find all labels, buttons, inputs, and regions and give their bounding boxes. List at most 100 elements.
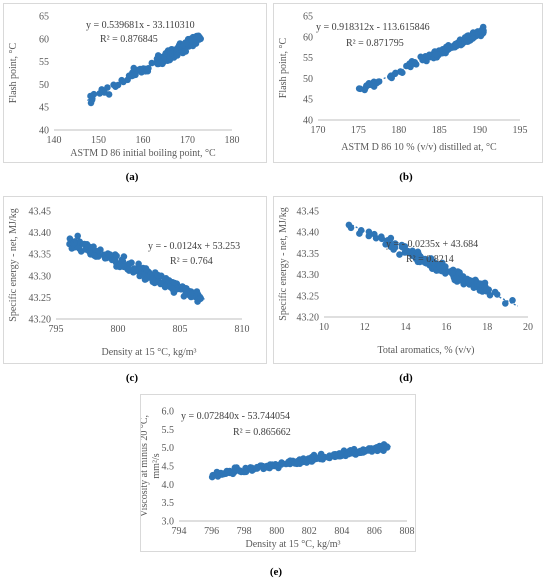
data-point [157,280,164,288]
data-point [355,85,363,92]
trend-line [68,239,206,300]
x-tick-label: 180 [391,125,406,136]
data-point [371,230,378,238]
data-point [485,286,492,293]
x-tick-label: 795 [49,324,64,335]
data-point [268,461,276,468]
x-tick-label: 808 [400,526,415,537]
data-point [135,266,143,273]
y-tick-label: 50 [303,74,313,85]
y-tick-label: 5.0 [162,443,175,454]
y-tick-label: 40 [303,116,313,127]
y-tick-label: 43.45 [29,207,52,218]
x-tick-label: 170 [180,135,195,146]
y-tick-label: 43.30 [29,271,52,282]
x-tick-label: 175 [351,125,366,136]
x-tick-label: 190 [472,125,487,136]
x-tick-label: 170 [311,125,326,136]
chart-panel-b: 170 175 180 185 190 195 40 45 50 55 60 65 ASTM D 86 … [273,3,543,163]
caption-a: (a) [125,171,139,183]
data-point [442,263,449,270]
y-tick-label: 60 [39,34,49,45]
y-tick-label: 55 [39,57,49,68]
chart-svg-e: 794 796 798 800 802 804 806 808 3.0 3.5 4.0 4.5 5.0 5… [141,407,415,551]
data-point [419,56,426,64]
x-tick-label: 798 [237,526,252,537]
chart-svg-d: 10 12 14 16 18 20 43.20 43.25 43.30 43.35 43.40 43.… [278,207,533,357]
data-point [148,59,156,67]
data-point [81,240,88,248]
data-point [174,52,181,59]
x-tick-label: 16 [441,322,451,333]
data-point [169,285,176,293]
x-tick-label: 805 [173,324,188,335]
data-point [399,69,406,76]
data-point [509,297,516,304]
data-point [120,253,128,260]
y-tick-label: 43.25 [297,291,320,302]
chart-panel-d: 10 12 14 16 18 20 43.20 43.25 43.30 43.35 43.40 43.… [273,196,543,364]
x-tick-label: 796 [204,526,219,537]
x-tick-label: 160 [136,135,151,146]
y-tick-label: 43.45 [297,207,320,218]
caption-e: (e) [269,566,283,578]
x-tick-label: 10 [319,322,329,333]
r-squared-label: R² = 0.871795 [346,38,404,49]
y-tick-label: 6.0 [162,407,175,418]
trend-line [348,222,519,307]
data-point [279,460,286,467]
data-point [291,459,299,467]
r-squared-label: R² = 0.876845 [100,34,158,45]
y-tick-label: 43.30 [297,270,320,281]
data-point [378,235,386,243]
x-tick-label: 800 [111,324,126,335]
r-squared-label: R² = 0.865662 [233,427,291,438]
data-point [493,291,501,298]
y-tick-label: 43.40 [29,228,52,239]
data-point [318,454,326,462]
data-point [285,458,292,466]
data-point [421,255,429,263]
data-point [91,252,98,259]
data-point [476,281,483,288]
x-tick-label: 18 [482,322,492,333]
chart-svg-c: 795 800 805 810 43.20 43.25 43.30 43.35 43.40 43.… [8,207,250,359]
y-axis-title: Specific energy - net, MJ/kg [278,207,289,320]
data-point [387,234,395,242]
x-tick-label: 802 [302,526,317,537]
data-point [463,38,471,45]
data-point [432,51,440,58]
x-tick-label: 800 [269,526,284,537]
chart-panel-a: 140 150 160 170 180 40 45 50 55 60 65 ASTM D 86 ini… [3,3,267,163]
y-tick-label: 60 [303,32,313,43]
x-axis-title: Density at 15 °C, kg/m³ [101,347,196,358]
data-point [154,271,162,279]
y-tick-label: 43.35 [29,250,52,261]
y-tick-label: 43.20 [29,315,52,326]
y-tick-label: 3.5 [162,498,175,509]
x-tick-label: 20 [523,322,533,333]
trend-equation: y = - 0.0235x + 43.684 [386,239,478,250]
y-tick-label: 43.25 [29,293,52,304]
y-axis-title: Specific energy - net, MJ/kg [8,208,19,321]
r-squared-label: R² = 0.8214 [406,254,454,265]
data-point [90,243,97,250]
data-point [302,456,309,464]
data-point [469,35,476,42]
y-tick-label: 43.40 [297,228,320,239]
data-point [148,275,156,283]
data-point [241,467,248,475]
y-tick-label: 65 [39,12,49,23]
x-tick-label: 140 [47,135,62,146]
data-point [390,246,397,253]
data-point [75,243,83,250]
y-tick-label: 3.0 [162,517,175,528]
data-point [347,224,355,232]
chart-panel-e: 794 796 798 800 802 804 806 808 3.0 3.5 4.0 4.5 5.0 5… [140,394,416,552]
data-point [104,84,111,91]
data-point [444,44,451,52]
y-axis-title: Flash point, °C [278,37,289,98]
data-point [356,230,363,237]
data-point [218,471,226,478]
y-tick-label: 50 [39,80,49,91]
